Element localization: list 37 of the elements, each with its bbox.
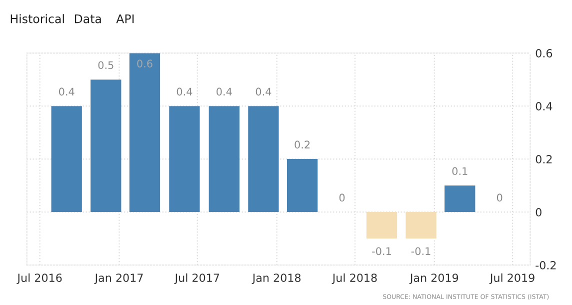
data-label: 0 (496, 194, 502, 202)
y-tick-label: 0.6 (536, 49, 552, 58)
data-label: 0.4 (59, 88, 74, 96)
x-tick-label: Jul 2016 (16, 273, 62, 284)
data-label: 0.6 (137, 60, 152, 68)
data-label: 0.4 (216, 88, 232, 96)
y-tick-label: 0.4 (536, 102, 552, 110)
bar (51, 106, 82, 212)
data-label: 0.5 (98, 61, 114, 70)
data-label: 0.2 (294, 140, 310, 149)
data-label: -0.1 (411, 247, 430, 256)
bar (406, 212, 436, 239)
bar (208, 106, 240, 212)
x-tick-label: Jan 2019 (409, 274, 458, 284)
y-tick-label: -0.2 (536, 261, 556, 270)
data-label: 0.4 (256, 88, 272, 96)
data-label: -0.1 (372, 247, 391, 256)
bar (444, 186, 476, 212)
bar (129, 53, 160, 212)
x-tick-label: Jul 2017 (174, 273, 220, 284)
y-tick-label: 0.2 (536, 155, 552, 164)
bar (90, 80, 122, 212)
data-label: 0.4 (176, 88, 192, 96)
bar (286, 159, 318, 212)
x-tick-label: Jul 2019 (489, 273, 534, 284)
bar (248, 106, 279, 212)
bar (366, 212, 398, 239)
data-label: 0.1 (452, 167, 468, 176)
text: Data (74, 14, 101, 24)
x-tick-label: Jan 2018 (252, 274, 301, 284)
y-tick-label: 0 (536, 208, 542, 216)
bar (169, 106, 200, 212)
text: API (116, 14, 134, 24)
x-tick-label: Jan 2017 (94, 274, 143, 284)
x-tick-label: Jul 2018 (332, 273, 377, 284)
text: Historical (10, 14, 64, 24)
data-label: 0 (339, 194, 345, 202)
